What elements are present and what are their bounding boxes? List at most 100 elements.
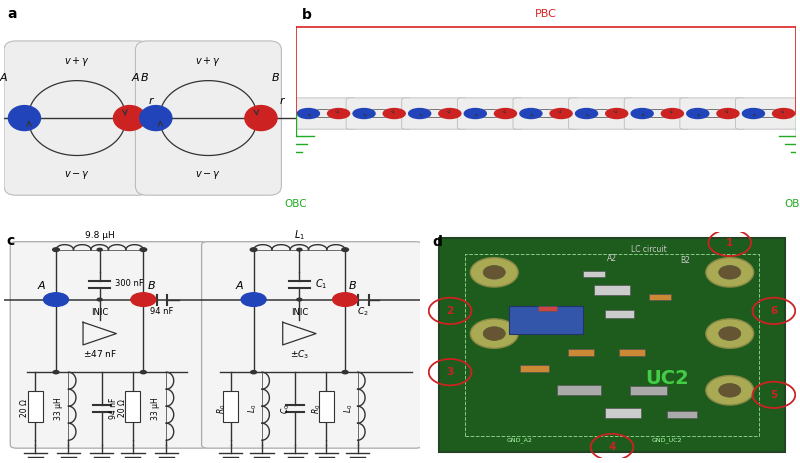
Circle shape	[706, 375, 754, 405]
Text: $C_2$: $C_2$	[358, 305, 369, 318]
Text: INIC: INIC	[290, 307, 308, 317]
Circle shape	[141, 370, 146, 374]
Circle shape	[297, 298, 302, 301]
Text: A2: A2	[607, 254, 617, 263]
Text: LC circuit: LC circuit	[631, 245, 666, 254]
Text: $\mathbf{b}$: $\mathbf{b}$	[301, 7, 312, 22]
Bar	[605, 408, 642, 418]
Circle shape	[8, 106, 41, 131]
Text: $r$: $r$	[279, 95, 286, 106]
Bar	[465, 254, 759, 436]
Text: 33 μH: 33 μH	[151, 397, 160, 420]
Circle shape	[241, 293, 266, 307]
Circle shape	[483, 327, 506, 340]
Bar	[28, 391, 42, 421]
Circle shape	[114, 106, 146, 131]
Text: $v+\gamma$: $v+\gamma$	[64, 55, 90, 68]
Text: 2: 2	[446, 306, 454, 316]
Circle shape	[686, 108, 709, 119]
Text: $r$: $r$	[148, 95, 155, 106]
Circle shape	[140, 106, 172, 131]
Text: $v+\gamma$: $v+\gamma$	[195, 55, 222, 68]
Circle shape	[250, 370, 257, 374]
Text: $R_0$: $R_0$	[311, 403, 323, 413]
Text: $C_1$: $C_1$	[315, 277, 327, 291]
Bar	[649, 294, 671, 300]
Text: 4: 4	[608, 442, 616, 452]
FancyBboxPatch shape	[202, 242, 422, 448]
Circle shape	[53, 370, 59, 374]
FancyBboxPatch shape	[290, 98, 357, 129]
Bar	[557, 385, 601, 395]
Text: 94 nF: 94 nF	[150, 307, 174, 316]
Text: $A$: $A$	[0, 71, 9, 83]
Text: $L_0$: $L_0$	[342, 404, 354, 413]
Text: $\pm$47 nF: $\pm$47 nF	[82, 349, 117, 359]
Text: INIC: INIC	[91, 307, 108, 317]
Text: $A$: $A$	[235, 279, 244, 291]
Text: 3: 3	[446, 367, 454, 377]
Circle shape	[297, 248, 302, 251]
Circle shape	[470, 319, 518, 348]
Circle shape	[333, 293, 358, 307]
Circle shape	[131, 293, 156, 307]
Text: $B$: $B$	[349, 279, 358, 291]
Circle shape	[773, 108, 794, 119]
FancyBboxPatch shape	[10, 242, 208, 448]
Bar	[223, 391, 238, 421]
Circle shape	[483, 266, 506, 279]
Circle shape	[470, 257, 518, 287]
Text: 6: 6	[770, 306, 778, 316]
Circle shape	[53, 248, 59, 251]
Bar	[582, 271, 605, 277]
Text: $B$: $B$	[271, 71, 280, 83]
Text: $B$: $B$	[140, 71, 149, 83]
Bar	[619, 350, 645, 357]
Text: $v-\gamma$: $v-\gamma$	[195, 169, 222, 181]
Text: 20 Ω: 20 Ω	[20, 400, 30, 418]
Text: OBC: OBC	[785, 199, 800, 209]
Circle shape	[97, 298, 102, 301]
Circle shape	[494, 108, 517, 119]
Bar	[126, 391, 141, 421]
Circle shape	[140, 248, 146, 251]
Bar	[568, 350, 594, 357]
Text: GND_UC2: GND_UC2	[652, 438, 682, 443]
Bar	[630, 386, 667, 395]
Text: 300 nF: 300 nF	[115, 279, 144, 288]
Text: 33 μH: 33 μH	[54, 397, 62, 420]
Circle shape	[342, 248, 349, 251]
Bar	[667, 411, 697, 418]
Text: $B$: $B$	[146, 279, 156, 291]
Text: $v-\gamma$: $v-\gamma$	[64, 169, 90, 181]
Circle shape	[342, 370, 348, 374]
Circle shape	[298, 108, 319, 119]
Text: $C_0$: $C_0$	[280, 403, 292, 413]
Text: $L_0$: $L_0$	[246, 404, 259, 413]
Text: GND_A2: GND_A2	[507, 438, 533, 443]
Text: B2: B2	[681, 257, 690, 265]
Circle shape	[706, 257, 754, 287]
Bar	[605, 310, 634, 318]
Text: $L_1$: $L_1$	[294, 228, 305, 242]
FancyBboxPatch shape	[735, 98, 800, 129]
Text: $\mathbf{a}$: $\mathbf{a}$	[7, 7, 18, 21]
Circle shape	[383, 108, 406, 119]
Text: $\pm C_3$: $\pm C_3$	[290, 349, 309, 361]
Text: $\mathbf{d}$: $\mathbf{d}$	[432, 234, 442, 249]
Bar	[509, 307, 582, 333]
Text: PBC: PBC	[535, 9, 557, 19]
Circle shape	[575, 108, 598, 119]
Circle shape	[742, 108, 765, 119]
Text: 5: 5	[770, 390, 778, 400]
Circle shape	[606, 108, 628, 119]
Circle shape	[327, 108, 350, 119]
FancyBboxPatch shape	[624, 98, 690, 129]
Circle shape	[550, 108, 572, 119]
FancyBboxPatch shape	[458, 98, 523, 129]
Circle shape	[250, 248, 257, 251]
Circle shape	[245, 106, 277, 131]
Circle shape	[718, 383, 741, 397]
Circle shape	[662, 108, 683, 119]
Text: OBC: OBC	[285, 199, 307, 209]
